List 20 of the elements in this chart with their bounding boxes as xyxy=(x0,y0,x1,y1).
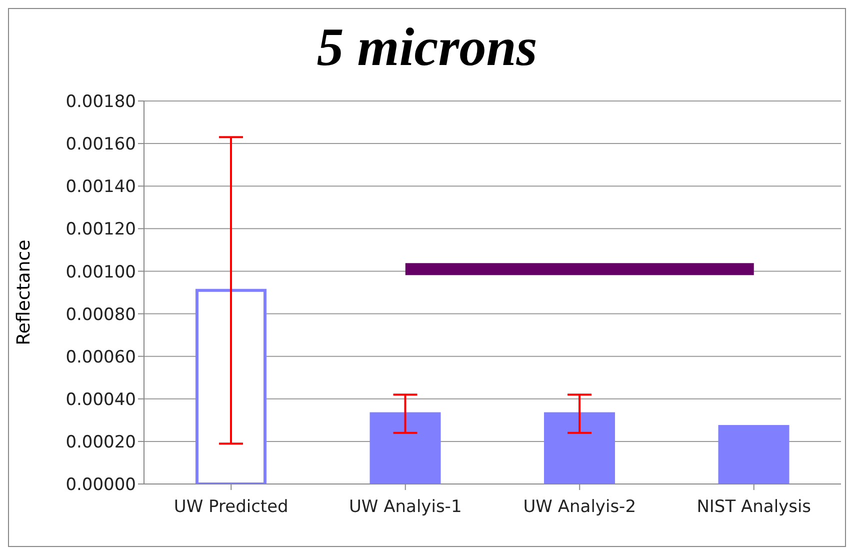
x-tick-label: UW Predicted xyxy=(174,497,288,518)
x-tick-label: UW Analyis-1 xyxy=(348,497,462,518)
y-tick-label: 0.00080 xyxy=(66,304,136,325)
y-tick-label: 0.00100 xyxy=(66,262,136,282)
y-tick-label: 0.00000 xyxy=(66,475,136,496)
bar xyxy=(196,288,266,484)
bar xyxy=(718,425,790,484)
y-tick-label: 0.00120 xyxy=(66,220,136,240)
bar xyxy=(370,412,441,484)
y-tick-label: 0.00180 xyxy=(66,92,136,112)
chart-title: 5 microns xyxy=(316,16,538,79)
y-tick-label: 0.00160 xyxy=(66,134,136,155)
x-tick-label: NIST Analysis xyxy=(696,497,812,518)
bar xyxy=(544,412,615,484)
y-tick-label: 0.00060 xyxy=(66,347,136,368)
y-tick-label: 0.00020 xyxy=(66,432,136,452)
y-axis-title: Reflectance xyxy=(13,240,34,346)
y-tick-label: 0.00040 xyxy=(66,390,136,410)
y-tick-label: 0.00140 xyxy=(66,177,136,198)
x-tick-label: UW Analyis-2 xyxy=(523,497,636,518)
